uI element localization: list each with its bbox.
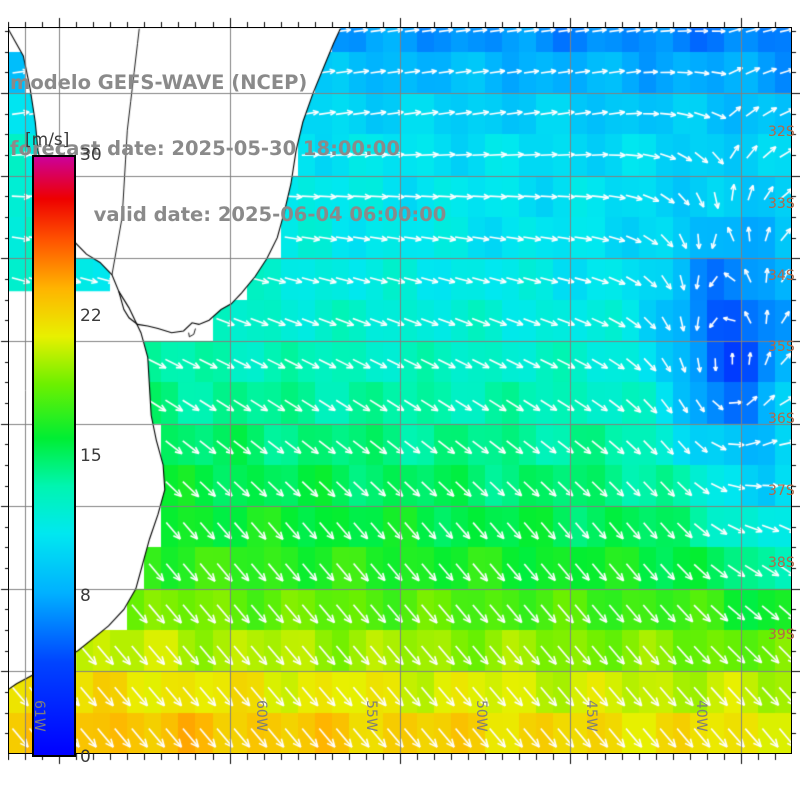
colorbar-tick-22: 22: [80, 305, 102, 326]
latitude-label: 32S: [768, 124, 795, 140]
valid-date-title: valid date: 2025-06-04 06:00:00: [93, 203, 447, 226]
latitude-label: 35S: [768, 339, 795, 355]
colorbar: [32, 155, 76, 757]
graticule-grid: [8, 27, 792, 754]
colorbar-tick-15: 15: [80, 446, 102, 466]
right-axis-ticks: [792, 27, 800, 754]
latitude-label: 39S: [768, 627, 795, 643]
latitude-label: 33S: [768, 196, 795, 212]
longitude-label: 45W: [583, 700, 599, 732]
colorbar-unit-label: [m/s]: [25, 130, 70, 150]
colorbar-tick-8: 8: [80, 586, 91, 607]
bottom-axis-ticks: [8, 754, 792, 765]
latitude-label: 34S: [768, 268, 795, 284]
forecast-date-title: forecast date: 2025-05-30 18:00:00: [10, 137, 400, 160]
figure-title-block: modelo GEFS-WAVE (NCEP) forecast date: 2…: [10, 28, 530, 270]
latitude-label: 38S: [768, 555, 795, 571]
map-plot-area: [8, 27, 792, 754]
colorbar-gradient: [32, 155, 76, 757]
longitude-label: 50W: [473, 700, 489, 732]
colorbar-tick-0: 0: [80, 747, 91, 767]
latitude-label: 36S: [768, 411, 795, 427]
model-title: modelo GEFS-WAVE (NCEP): [10, 71, 308, 94]
colorbar-tick-30: 30: [80, 145, 102, 165]
left-axis-ticks: [0, 27, 9, 754]
longitude-label-left: 61W: [31, 700, 47, 732]
latitude-label: 37S: [768, 483, 795, 499]
longitude-label: 40W: [693, 700, 709, 732]
longitude-label: 55W: [363, 700, 379, 732]
top-axis-ticks: [8, 17, 792, 27]
longitude-label: 60W: [253, 700, 269, 732]
